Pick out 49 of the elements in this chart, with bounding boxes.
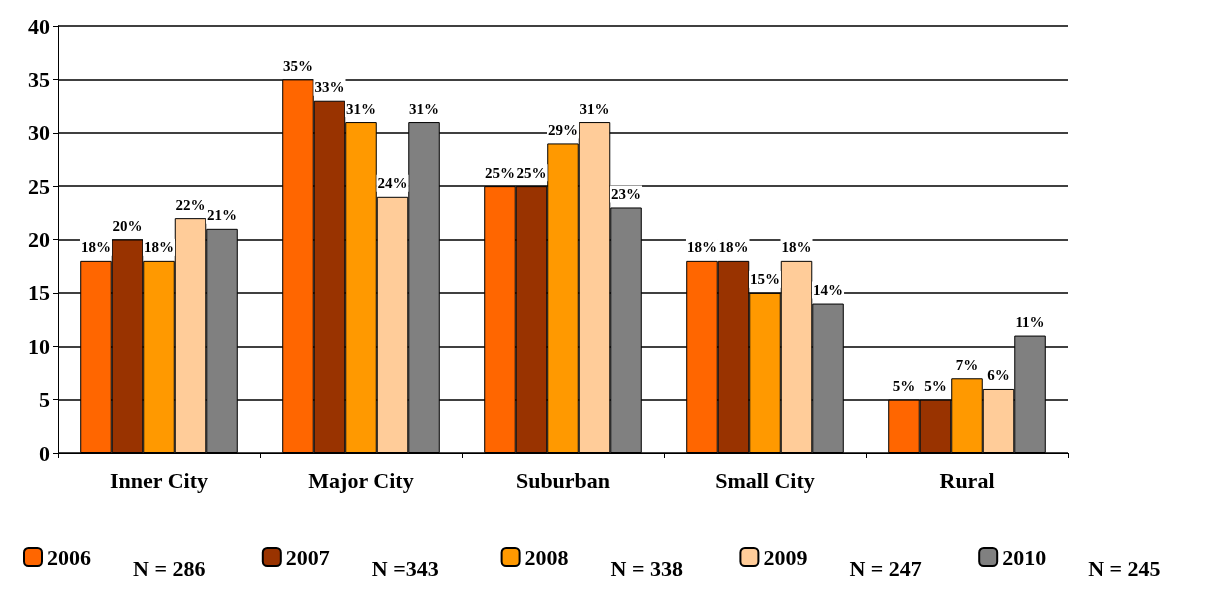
data-label: 14% [813, 282, 844, 299]
data-label: 22% [175, 196, 206, 213]
legend-label: 2008 [524, 544, 569, 570]
y-tick-label: 25 [28, 173, 50, 199]
data-label: 35% [282, 57, 313, 74]
data-label: 23% [611, 185, 642, 202]
y-tick-label: 0 [39, 440, 50, 466]
y-tick-label: 40 [28, 13, 50, 39]
legend-label: 2007 [285, 544, 330, 570]
data-label: 21% [207, 207, 238, 224]
x-tick-label: Suburban [515, 467, 611, 493]
data-label: 20% [112, 218, 143, 234]
data-label: 24% [377, 175, 408, 192]
y-tick-label: 15 [28, 280, 50, 306]
data-label: 15% [750, 271, 780, 288]
data-label: 31% [579, 100, 610, 117]
data-label: 25% [516, 164, 547, 181]
data-label: 7% [955, 356, 979, 373]
legend-label: 2006 [47, 544, 91, 570]
data-label: 18% [718, 239, 749, 256]
data-label: 5% [924, 378, 947, 395]
data-label: 29% [548, 121, 578, 138]
text: N = 247 [849, 555, 922, 581]
text: N = 338 [610, 555, 684, 581]
legend-label: 2009 [763, 544, 808, 570]
y-tick-label: 30 [28, 120, 50, 146]
data-label: 33% [314, 79, 345, 96]
data-label: 18% [686, 239, 717, 256]
text: N =343 [371, 555, 439, 581]
y-tick-label: 20 [28, 227, 50, 252]
text: N = 286 [133, 555, 206, 581]
data-label: 31% [346, 100, 376, 117]
legend-label: 2010 [1002, 544, 1047, 570]
data-label: 5% [892, 378, 916, 395]
text: N = 245 [1088, 555, 1161, 581]
data-label: 18% [80, 239, 111, 256]
y-tick-label: 35 [28, 66, 50, 92]
y-tick-label: 5 [39, 387, 50, 413]
data-label: 31% [409, 100, 440, 117]
data-label: 11% [1015, 314, 1045, 331]
data-label: 6% [987, 367, 1010, 384]
data-label: 18% [781, 239, 812, 256]
x-tick-label: Rural [939, 467, 995, 493]
x-tick-label: Small City [715, 467, 815, 493]
x-tick-label: Major City [308, 467, 414, 493]
data-label: 25% [484, 164, 515, 181]
x-tick-label: Inner City [110, 467, 208, 493]
data-label: 18% [144, 239, 174, 256]
y-tick-label: 10 [28, 333, 50, 359]
